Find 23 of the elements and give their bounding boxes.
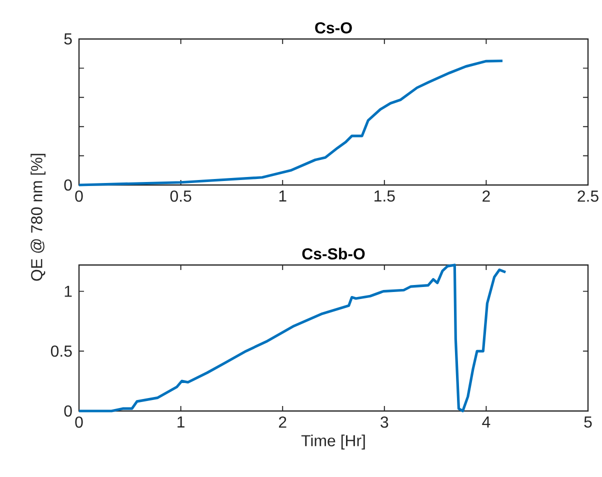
line-series [78, 60, 504, 186]
x-tick-label: 0.5 [170, 190, 192, 202]
y-tick-label: 0.5 [50, 346, 72, 357]
x-tick-label: 2 [278, 416, 286, 428]
x-tick-label: 2 [482, 190, 490, 202]
x-tick-label: 5 [584, 416, 592, 428]
x-tick-label: 0 [75, 416, 83, 428]
y-axis-title: QE @ 780 nm [%] [30, 154, 46, 281]
x-tick-label: 2.5 [578, 190, 598, 202]
chart-title: Cs-Sb-O [302, 248, 365, 260]
y-tick-label: 0 [64, 405, 72, 417]
line-series [78, 264, 507, 412]
y-tick-label: 5 [64, 33, 72, 45]
x-tick-label: 0 [75, 190, 83, 202]
x-axis-title: Time [Hr] [301, 434, 365, 450]
y-tick-label: 1 [64, 286, 72, 297]
y-tick-label: 0 [64, 179, 72, 191]
x-tick-label: 4 [482, 416, 490, 428]
x-tick-label: 3 [380, 416, 388, 428]
x-tick-label: 1.5 [374, 190, 395, 202]
x-tick-label: 1 [178, 416, 184, 428]
chart-title: Cs-O [315, 22, 352, 34]
x-tick-label: 1 [279, 190, 286, 202]
